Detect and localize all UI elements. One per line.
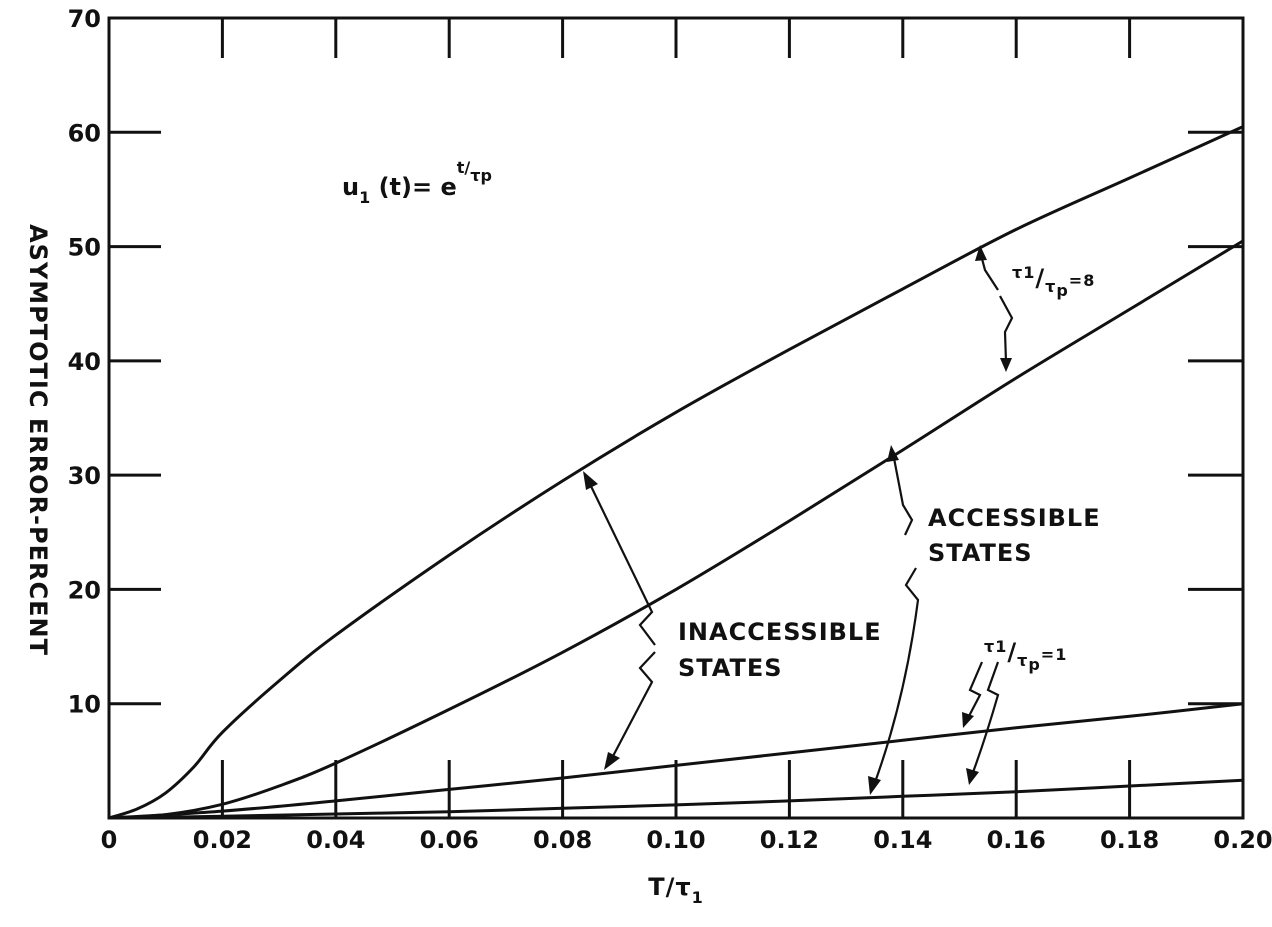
plot-frame [107,16,1245,820]
x-tick-label: 0.02 [193,826,252,854]
ratio-high-slash: / [1035,264,1045,292]
formula-u-sub: 1 [359,188,370,207]
ratio-low-sub: 1 [995,637,1007,656]
pointer-ratio-low-a-head [962,712,974,728]
x-axis-label: T/τ1 [648,873,704,907]
y-tick-label: 30 [68,462,101,490]
ratio-high-sub-p: p [1056,281,1068,300]
x-axis-label-main: T/τ [648,873,691,901]
pointer-inaccessible-up [587,479,656,646]
accessible-label-line2: STATES [928,539,1033,567]
formula-exp: t/ [457,158,471,177]
axis-ticks [109,18,1243,818]
ratio-high-sub: 1 [1023,263,1035,282]
formula-u: u [342,173,359,201]
pointer-accessible-down [872,567,920,786]
x-tick-label: 0.06 [420,826,479,854]
ratio-high-value: =8 [1069,271,1096,290]
series-line-2 [107,239,1245,820]
ratio-high-tau: τ [1012,263,1023,282]
y-tick-label: 60 [68,119,101,147]
annotation-pointers [583,245,1014,795]
x-tick-label: 0.12 [760,826,819,854]
inaccessible-label-line1: INACCESSIBLE [678,618,882,646]
pointer-accessible-up-head [887,445,899,462]
formula-exp-sub: τp [470,166,492,185]
x-tick-label: 0.16 [987,826,1046,854]
x-tick-label: 0.18 [1100,826,1159,854]
formula-mid: (t)= e [370,173,457,201]
x-tick-label: 0.04 [306,826,365,854]
formula-annotation: u1 (t)= et/τp [342,158,492,207]
x-tick-labels: 0 0.02 0.04 0.06 0.08 0.10 0.12 0.14 0.16 0.18 0.2… [101,826,1272,854]
ratio-high-label: τ1/τp=8 [1012,263,1095,300]
series-line-3 [107,702,1245,820]
y-tick-label: 40 [68,348,101,376]
pointer-ratio-low-b [970,661,1000,776]
series-line-4 [107,778,1245,820]
ratio-low-tau-p: τ [1017,651,1028,670]
pointer-ratio-high-up-head [975,245,987,261]
x-tick-label: 0.08 [533,826,592,854]
ratio-low-value: =1 [1041,645,1068,664]
ratio-low-label: τ1/τp=1 [984,637,1067,674]
y-axis-label: ASYMPTOTIC ERROR-PERCENT [24,224,52,656]
pointer-inaccessible-down-head [604,752,620,770]
pointer-ratio-high-down-head [1000,358,1012,372]
x-tick-label: 0 [101,826,118,854]
y-tick-label: 50 [68,234,101,262]
pointer-accessible-up [891,452,914,536]
x-tick-label: 0.20 [1213,826,1272,854]
x-tick-label: 0.10 [646,826,705,854]
pointer-ratio-low-b-head [966,768,979,785]
pointer-inaccessible-down [611,651,656,759]
y-tick-labels: 10 20 30 40 50 60 70 [68,5,101,719]
inaccessible-label-line2: STATES [678,654,783,682]
series-line-1 [107,125,1245,820]
y-tick-label: 20 [68,576,101,604]
ratio-low-slash: / [1007,638,1017,666]
x-tick-label: 0.14 [873,826,932,854]
series-curves [107,125,1245,820]
ratio-low-sub-p: p [1028,655,1040,674]
accessible-label-line1: ACCESSIBLE [928,504,1101,532]
y-tick-label: 70 [68,5,101,33]
y-tick-label: 10 [68,691,101,719]
pointer-ratio-low-a [967,661,984,719]
ratio-high-tau-p: τ [1045,277,1056,296]
pointer-inaccessible-up-head [583,471,598,490]
ratio-low-tau: τ [984,637,995,656]
pointer-ratio-high-down [999,295,1014,363]
x-axis-label-sub: 1 [692,888,704,907]
pointer-accessible-down-head [868,776,881,795]
